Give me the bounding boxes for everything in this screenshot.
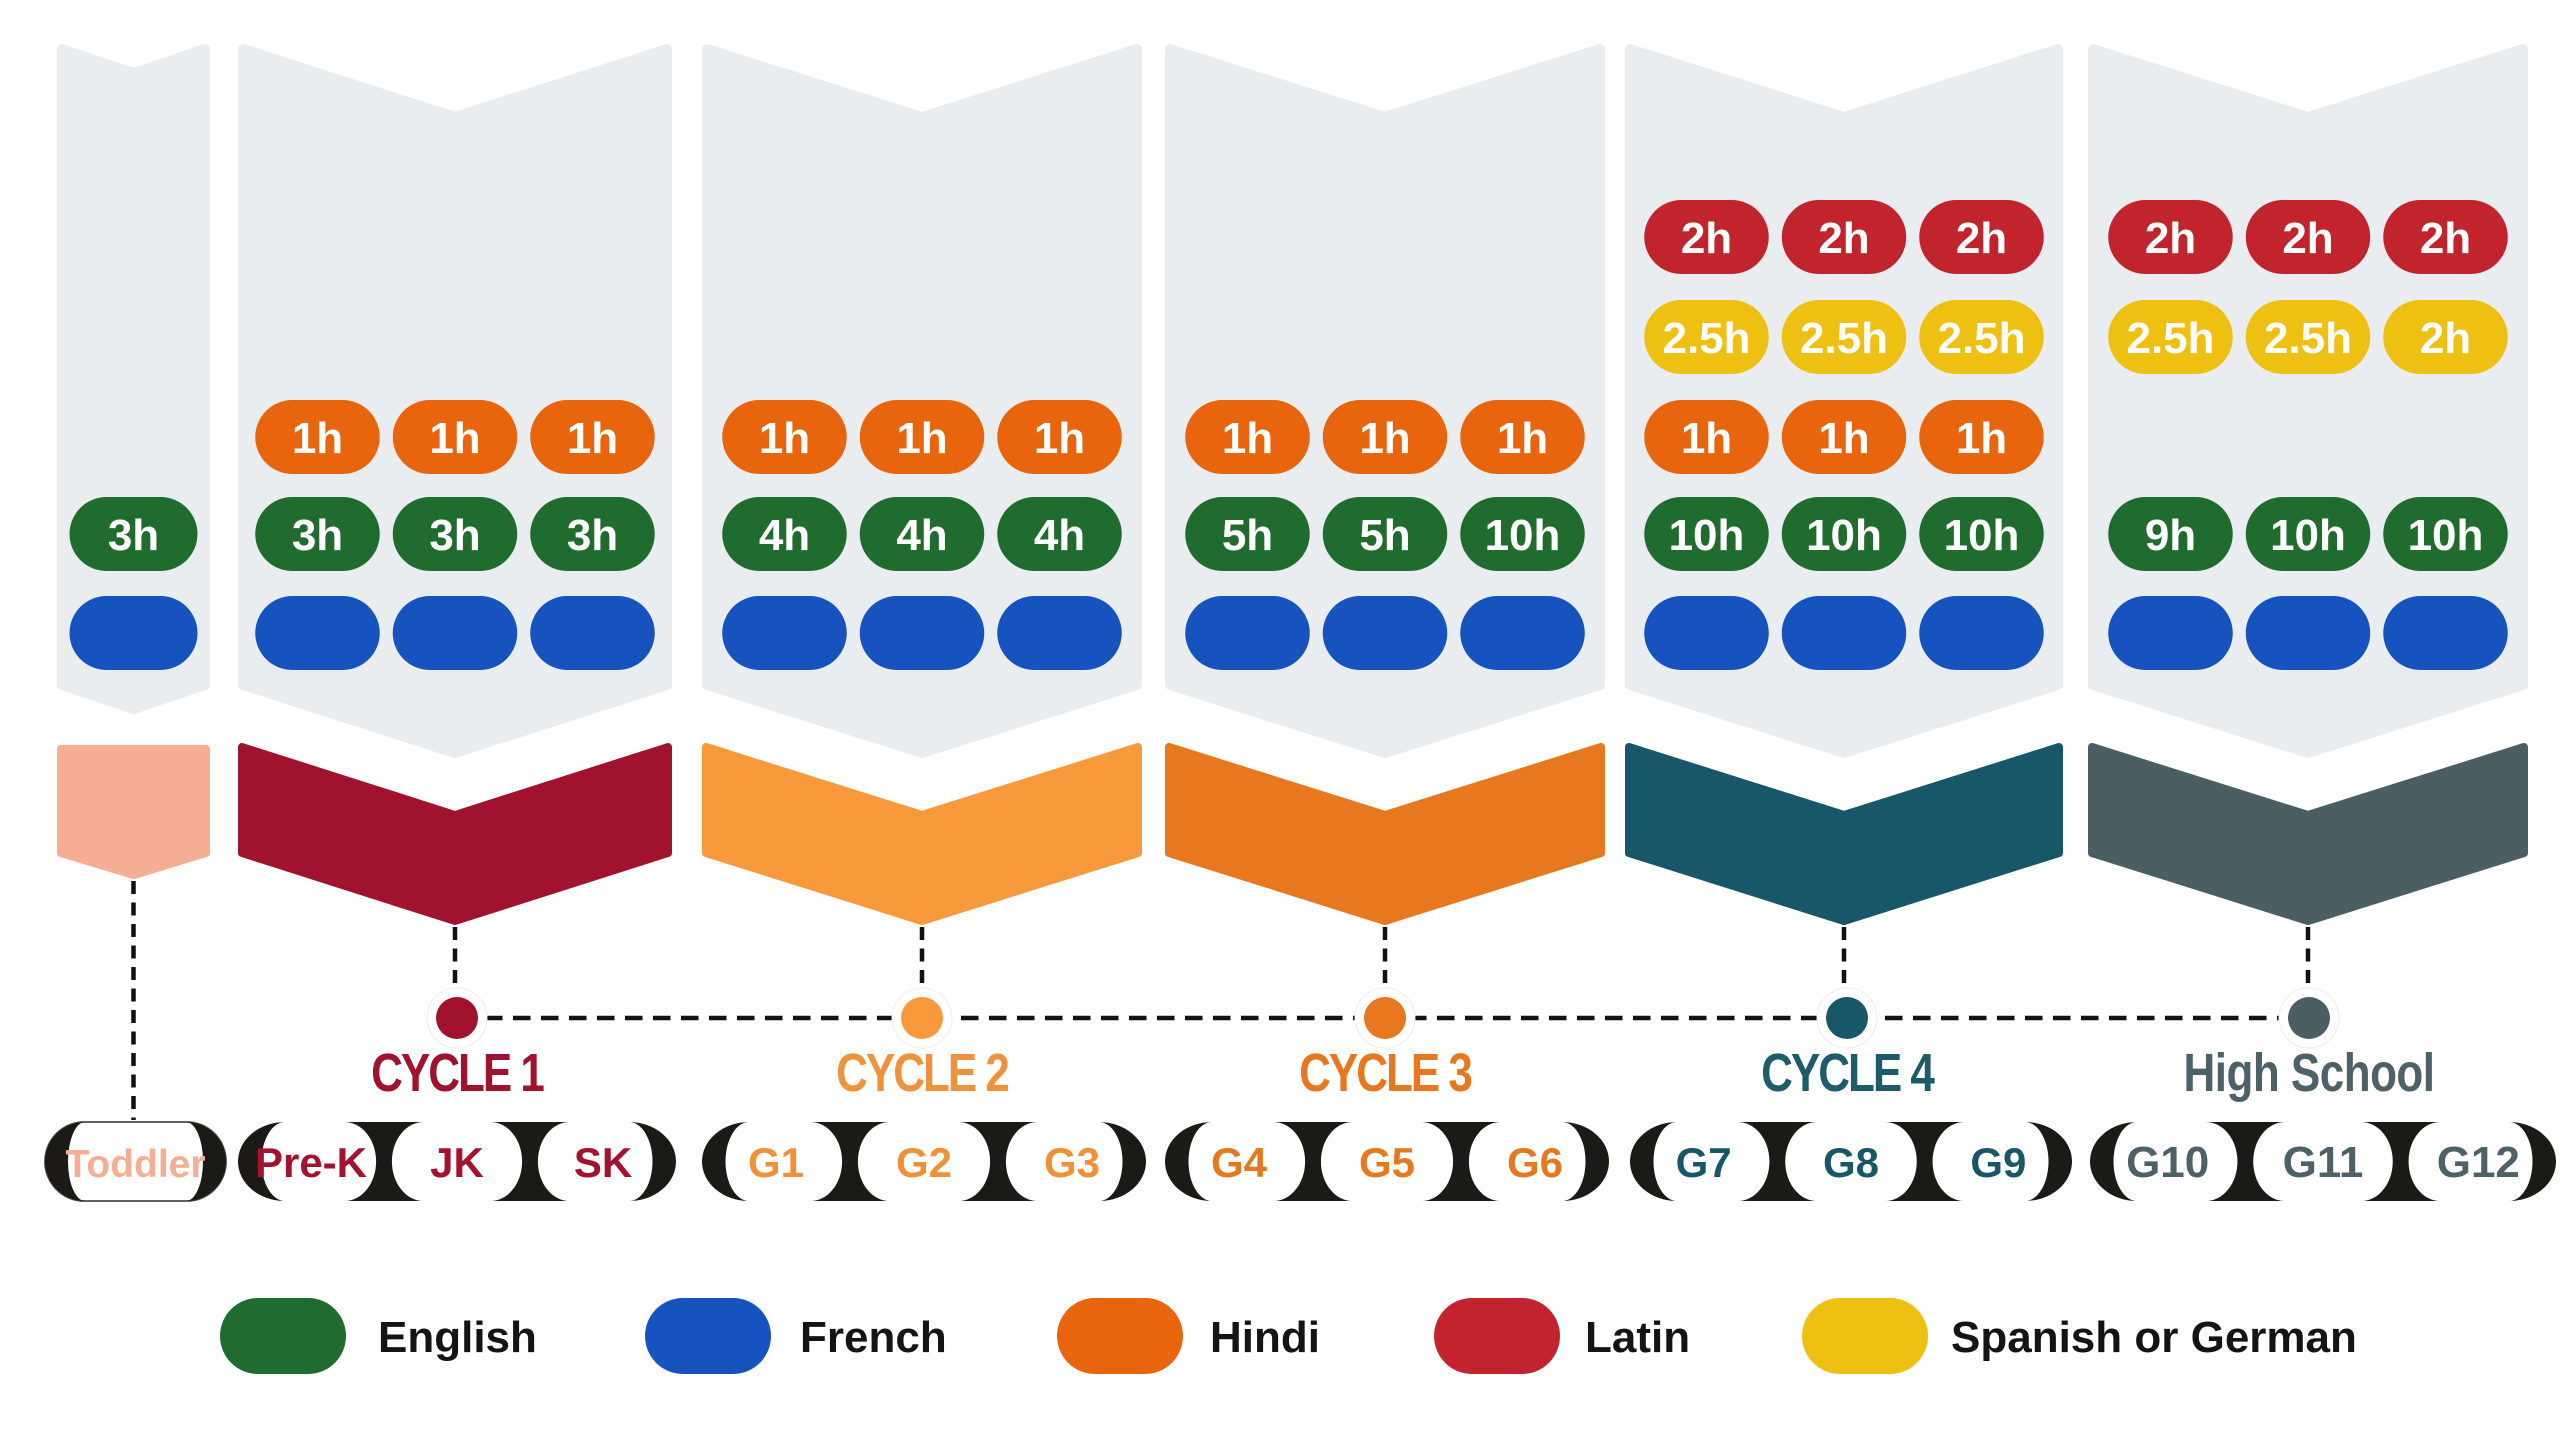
svg-text:English: English bbox=[378, 1313, 537, 1362]
svg-text:G11: G11 bbox=[2283, 1138, 2364, 1187]
svg-text:9h: 9h bbox=[2145, 511, 2196, 560]
svg-text:1h: 1h bbox=[567, 414, 618, 463]
svg-text:French: French bbox=[800, 1313, 947, 1362]
svg-text:2h: 2h bbox=[1681, 214, 1732, 263]
svg-text:3h: 3h bbox=[429, 511, 480, 560]
svg-text:1h: 1h bbox=[1359, 414, 1410, 463]
svg-text:Spanish or German: Spanish or German bbox=[1951, 1313, 2357, 1362]
svg-text:10h: 10h bbox=[1944, 511, 2020, 560]
svg-text:CYCLE 1: CYCLE 1 bbox=[371, 1044, 544, 1103]
svg-text:2h: 2h bbox=[2420, 314, 2471, 363]
svg-text:5h: 5h bbox=[1222, 511, 1273, 560]
svg-text:2h: 2h bbox=[2420, 214, 2471, 263]
svg-text:4h: 4h bbox=[759, 511, 810, 560]
svg-text:G10: G10 bbox=[2126, 1138, 2209, 1187]
svg-text:G8: G8 bbox=[1823, 1139, 1879, 1186]
svg-text:4h: 4h bbox=[1034, 511, 1085, 560]
svg-text:G9: G9 bbox=[1970, 1139, 2026, 1186]
svg-text:Latin: Latin bbox=[1585, 1313, 1690, 1362]
svg-text:G2: G2 bbox=[896, 1139, 952, 1186]
svg-text:2h: 2h bbox=[1818, 214, 1869, 263]
svg-text:10h: 10h bbox=[2270, 511, 2346, 560]
svg-text:SK: SK bbox=[574, 1139, 632, 1186]
svg-text:2h: 2h bbox=[1956, 214, 2007, 263]
svg-text:2.5h: 2.5h bbox=[1662, 314, 1750, 363]
svg-text:10h: 10h bbox=[2408, 511, 2484, 560]
svg-text:5h: 5h bbox=[1359, 511, 1410, 560]
svg-text:Pre-K: Pre-K bbox=[255, 1139, 367, 1186]
svg-text:2h: 2h bbox=[2145, 214, 2196, 263]
svg-text:2.5h: 2.5h bbox=[2126, 314, 2214, 363]
svg-text:2.5h: 2.5h bbox=[1937, 314, 2025, 363]
svg-text:1h: 1h bbox=[759, 414, 810, 463]
svg-text:1h: 1h bbox=[429, 414, 480, 463]
svg-text:1h: 1h bbox=[1681, 414, 1732, 463]
svg-text:3h: 3h bbox=[567, 511, 618, 560]
svg-text:G3: G3 bbox=[1044, 1139, 1100, 1186]
svg-text:JK: JK bbox=[430, 1139, 484, 1186]
svg-text:3h: 3h bbox=[108, 511, 159, 560]
svg-text:High School: High School bbox=[2183, 1044, 2434, 1103]
svg-text:CYCLE 2: CYCLE 2 bbox=[836, 1044, 1009, 1103]
svg-text:10h: 10h bbox=[1485, 511, 1561, 560]
svg-text:G12: G12 bbox=[2437, 1138, 2520, 1187]
svg-text:G4: G4 bbox=[1211, 1139, 1268, 1186]
svg-text:2.5h: 2.5h bbox=[2264, 314, 2352, 363]
svg-text:3h: 3h bbox=[292, 511, 343, 560]
svg-text:Hindi: Hindi bbox=[1210, 1313, 1320, 1362]
svg-text:CYCLE 4: CYCLE 4 bbox=[1761, 1044, 1935, 1103]
svg-text:1h: 1h bbox=[1222, 414, 1273, 463]
svg-text:1h: 1h bbox=[1956, 414, 2007, 463]
svg-text:1h: 1h bbox=[896, 414, 947, 463]
svg-text:1h: 1h bbox=[1818, 414, 1869, 463]
svg-text:2.5h: 2.5h bbox=[1800, 314, 1888, 363]
svg-text:4h: 4h bbox=[896, 511, 947, 560]
svg-text:1h: 1h bbox=[1497, 414, 1548, 463]
svg-text:G5: G5 bbox=[1359, 1139, 1415, 1186]
svg-text:10h: 10h bbox=[1806, 511, 1882, 560]
svg-text:G1: G1 bbox=[748, 1139, 804, 1186]
svg-text:G6: G6 bbox=[1507, 1139, 1563, 1186]
svg-text:Toddler: Toddler bbox=[65, 1143, 205, 1186]
svg-text:10h: 10h bbox=[1669, 511, 1745, 560]
svg-text:1h: 1h bbox=[1034, 414, 1085, 463]
svg-text:G7: G7 bbox=[1676, 1139, 1732, 1186]
svg-text:2h: 2h bbox=[2282, 214, 2333, 263]
svg-text:1h: 1h bbox=[292, 414, 343, 463]
svg-text:CYCLE 3: CYCLE 3 bbox=[1299, 1044, 1472, 1103]
